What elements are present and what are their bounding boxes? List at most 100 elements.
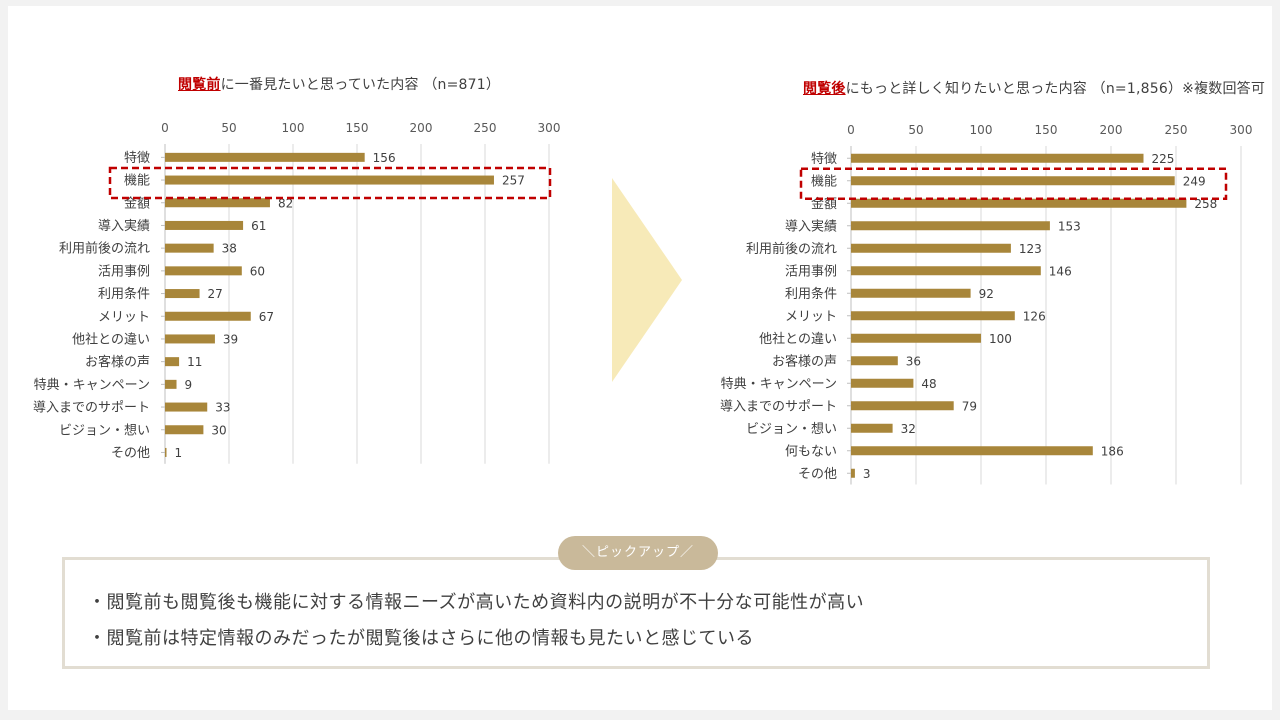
pickup-bullets: ・閲覧前も閲覧後も機能に対する情報ニーズが高いため資料内の説明が不十分な可能性が…	[88, 585, 864, 657]
category-label: お客様の声	[772, 353, 837, 369]
data-label: 258	[1194, 197, 1217, 211]
category-label: 活用事例	[98, 264, 150, 279]
bar	[851, 288, 971, 298]
category-label: 利用前後の流れ	[746, 241, 837, 257]
category-label: ビジョン・想い	[746, 421, 837, 437]
bar	[165, 152, 365, 162]
pickup-bullet-1: ・閲覧前も閲覧後も機能に対する情報ニーズが高いため資料内の説明が不十分な可能性が…	[88, 592, 865, 613]
tick-label: 0	[847, 123, 855, 137]
category-label: 導入までのサポート	[720, 399, 837, 414]
tick-label: 0	[161, 121, 169, 135]
pickup-bullet-2: ・閲覧前は特定情報のみだったが閲覧後はさらに他の情報も見たいと感じている	[88, 628, 754, 649]
right-title-rest: にもっと詳しく知りたいと思った内容 （n=1,856）※複数回答可	[845, 81, 1266, 97]
category-label: ビジョン・想い	[59, 422, 150, 438]
category-label: 特徴	[124, 151, 150, 166]
tick-label: 200	[410, 121, 433, 135]
bar	[851, 378, 914, 388]
tick-label: 200	[1100, 123, 1123, 137]
category-label: 導入実績	[785, 218, 837, 234]
tick-label: 100	[970, 123, 993, 137]
data-label: 79	[962, 399, 977, 413]
bar	[851, 266, 1041, 276]
left-chart-title: 閲覧前に一番見たいと思っていた内容 （n=871）	[178, 74, 500, 94]
category-label: 利用前後の流れ	[59, 241, 150, 257]
category-label: 活用事例	[785, 264, 837, 279]
data-label: 153	[1058, 219, 1081, 233]
pickup-badge: ＼ピックアップ／	[558, 536, 718, 570]
pickup-box	[62, 557, 1210, 669]
category-label: 機能	[811, 174, 837, 189]
bar	[165, 175, 494, 185]
highlight-box	[799, 167, 1228, 200]
bar	[165, 198, 270, 208]
bar	[851, 401, 954, 411]
tick-label: 50	[908, 123, 923, 137]
bar	[165, 220, 244, 230]
data-label: 92	[979, 287, 994, 301]
category-label: 特典・キャンペーン	[721, 377, 837, 392]
bar	[165, 289, 200, 299]
bar	[165, 243, 214, 253]
data-label: 126	[1023, 309, 1046, 323]
data-label: 60	[250, 264, 265, 278]
right-arrow-icon	[612, 178, 682, 382]
category-label: 他社との違い	[72, 331, 150, 347]
category-label: 他社との違い	[759, 331, 837, 347]
data-label: 27	[208, 287, 223, 301]
data-label: 3	[863, 467, 871, 481]
left-bar-chart: 0 50 100 150 200 250 300 特徴 156 機能 257 金額 82 導入実績 61 利用…	[33, 121, 561, 464]
category-label: 何もない	[785, 443, 837, 459]
data-label: 33	[215, 401, 230, 415]
tick-label: 150	[1035, 123, 1058, 137]
category-label: メリット	[785, 309, 837, 324]
bar	[851, 356, 898, 366]
category-label: メリット	[98, 310, 150, 325]
data-label: 32	[901, 422, 916, 436]
bar	[851, 176, 1175, 186]
data-label: 82	[278, 196, 293, 210]
category-label: お客様の声	[85, 354, 150, 370]
data-label: 100	[989, 332, 1012, 346]
tick-label: 300	[538, 121, 561, 135]
data-label: 186	[1101, 444, 1124, 458]
category-label: 利用条件	[785, 286, 837, 302]
category-label: 特徴	[811, 152, 837, 167]
bar	[851, 423, 893, 433]
data-label: 38	[222, 242, 237, 256]
data-label: 249	[1183, 174, 1206, 188]
bar	[851, 446, 1093, 456]
category-label: その他	[111, 446, 150, 461]
bar	[851, 311, 1015, 321]
tick-label: 50	[221, 121, 236, 135]
tick-label: 250	[1165, 123, 1188, 137]
data-label: 11	[187, 355, 202, 369]
data-label: 225	[1152, 152, 1175, 166]
tick-label: 100	[282, 121, 305, 135]
bar	[851, 468, 855, 478]
bar	[165, 357, 180, 367]
highlight-box	[108, 166, 552, 200]
bar	[165, 334, 215, 344]
category-label: 金額	[124, 195, 150, 211]
tick-label: 300	[1230, 123, 1253, 137]
bar	[165, 402, 208, 412]
category-label: 機能	[124, 174, 150, 189]
data-label: 9	[185, 378, 193, 392]
bar	[165, 447, 167, 457]
tick-label: 250	[474, 121, 497, 135]
tick-label: 150	[346, 121, 369, 135]
bar	[165, 425, 204, 435]
bar	[851, 221, 1050, 231]
left-title-accent: 閲覧前	[178, 77, 221, 93]
category-label: その他	[798, 467, 837, 482]
bar	[165, 379, 177, 389]
bar	[851, 243, 1011, 253]
data-label: 1	[175, 446, 183, 460]
category-label: 特典・キャンペーン	[34, 378, 150, 393]
bar	[165, 266, 242, 276]
data-label: 36	[906, 354, 921, 368]
bar	[851, 333, 981, 343]
data-label: 30	[211, 423, 226, 437]
bar	[851, 153, 1144, 163]
